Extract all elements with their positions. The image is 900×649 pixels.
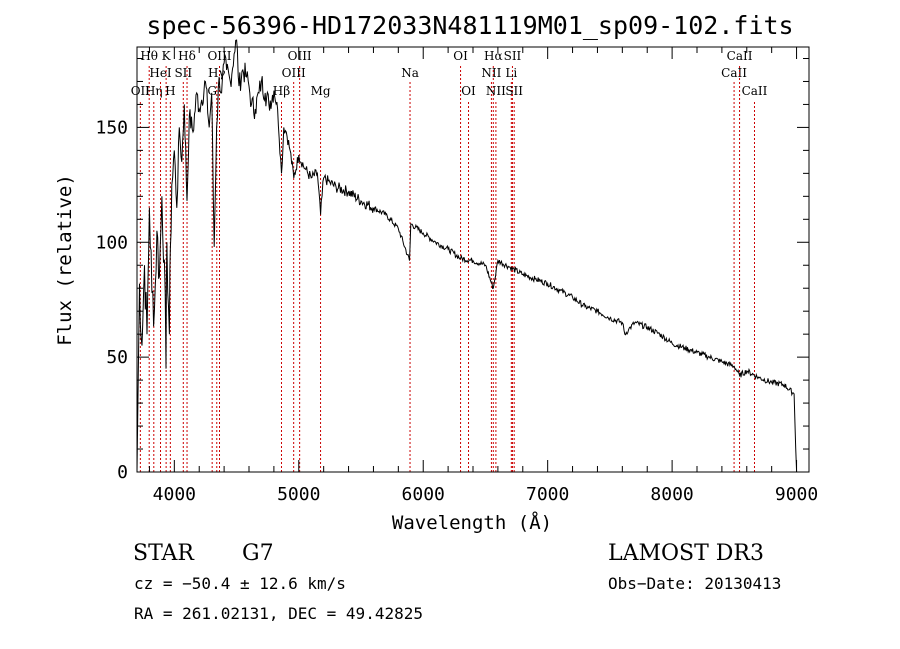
spectral-line-label: Mg bbox=[311, 84, 331, 98]
x-axis-label: Wavelength (Å) bbox=[392, 511, 552, 534]
coordinates-readout: RA = 261.02131, DEC = 49.42825 bbox=[134, 604, 423, 623]
x-tick-label: 5000 bbox=[277, 484, 320, 505]
spectral-line-label: OI bbox=[461, 84, 476, 98]
spectral-line-label: SII bbox=[505, 84, 523, 98]
spectral-line-label: OIII bbox=[288, 49, 312, 63]
redshift-readout: cz = −50.4 ± 12.6 km/s bbox=[134, 574, 346, 593]
spectral-line-label: OIII bbox=[207, 49, 231, 63]
spectrum-line bbox=[136, 39, 798, 473]
spectral-line-label: Na bbox=[401, 66, 419, 80]
x-axis-ticks: 4000 5000 6000 7000 8000 9000 bbox=[148, 47, 818, 505]
spectral-line-label: OIII bbox=[282, 66, 306, 80]
spectral-line-label: CaII bbox=[727, 49, 753, 63]
y-tick-label: 50 bbox=[106, 347, 128, 368]
spectral-line-label: OII bbox=[131, 84, 151, 98]
spectral-line-label: Hθ bbox=[140, 49, 158, 63]
spectral-line-label: Hη bbox=[145, 84, 163, 98]
spectral-line-label: CaII bbox=[721, 66, 747, 80]
y-tick-label: 0 bbox=[117, 462, 128, 483]
x-tick-label: 6000 bbox=[402, 484, 445, 505]
y-axis-label: Flux (relative) bbox=[54, 174, 76, 346]
spectral-line-label: NII bbox=[481, 66, 501, 80]
y-tick-label: 150 bbox=[95, 117, 128, 138]
observation-date: Obs−Date: 20130413 bbox=[608, 574, 781, 593]
spectral-line-label: Hγ bbox=[208, 66, 226, 80]
spectral-line-label: Hα bbox=[484, 49, 503, 63]
spectral-line-label: Hδ bbox=[178, 49, 196, 63]
spectral-line-label: H bbox=[165, 84, 175, 98]
spectrum-series bbox=[136, 39, 798, 473]
survey-name: LAMOST DR3 bbox=[608, 541, 764, 566]
spectral-line-label: Li bbox=[505, 66, 517, 80]
x-tick-label: 9000 bbox=[775, 484, 818, 505]
spectral-line-label: G bbox=[207, 84, 217, 98]
y-tick-label: 100 bbox=[95, 232, 128, 253]
spectral-line-label: NII bbox=[486, 84, 506, 98]
y-axis-ticks: 0 50 100 150 bbox=[95, 57, 809, 483]
spectral-line-label: CaII bbox=[742, 84, 768, 98]
spectral-line-label: SII bbox=[504, 49, 522, 63]
x-tick-label: 7000 bbox=[526, 484, 569, 505]
object-class: STAR bbox=[133, 541, 195, 566]
spectral-line-label: Hβ bbox=[273, 84, 290, 98]
spectral-line-label: HeI bbox=[149, 66, 172, 80]
spectral-line-markers: OII Hθ Hη HeI K H SII Hδ G Hγ OIII Hβ OIII OIII Mg Na OI… bbox=[131, 49, 768, 472]
x-tick-label: 4000 bbox=[153, 484, 196, 505]
spectral-line-label: SII bbox=[174, 66, 192, 80]
spectral-line-label: OI bbox=[453, 49, 468, 63]
chart-title: spec-56396-HD172033N481119M01_sp09-102.f… bbox=[146, 11, 793, 40]
spectral-line-label: K bbox=[162, 49, 172, 63]
plot-frame bbox=[136, 46, 810, 473]
object-subclass: G7 bbox=[242, 541, 274, 566]
x-tick-label: 8000 bbox=[650, 484, 693, 505]
